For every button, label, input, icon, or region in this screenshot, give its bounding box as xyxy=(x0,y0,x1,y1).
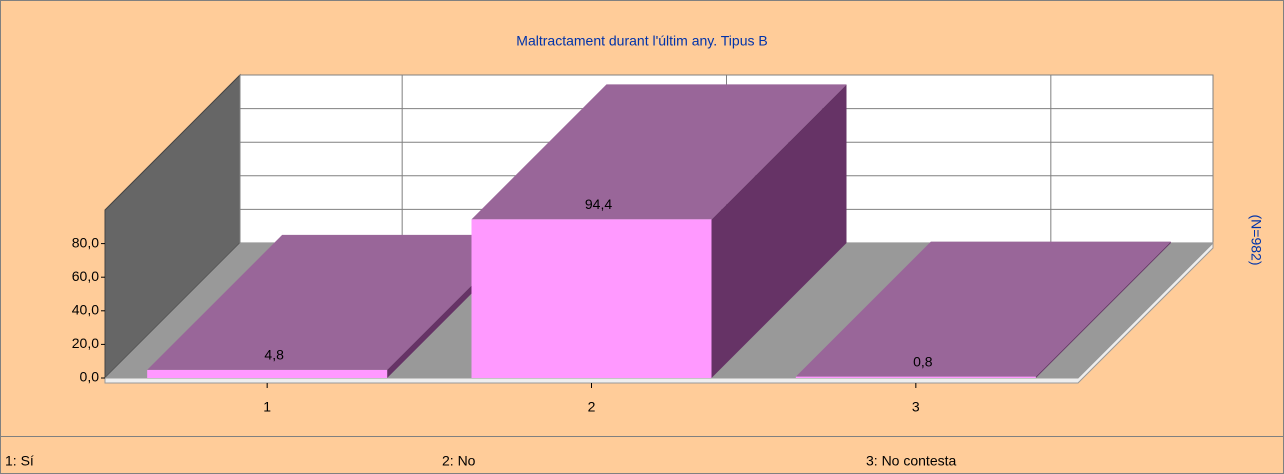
bar xyxy=(471,219,712,378)
y-tick-label: 0,0 xyxy=(80,369,100,385)
x-tick-label: 3 xyxy=(912,399,920,415)
value-label: 0,8 xyxy=(913,353,933,369)
bar-top xyxy=(795,241,1171,377)
bar-top xyxy=(471,84,847,220)
y-tick-label: 20,0 xyxy=(72,335,99,351)
side-label: (N=982) xyxy=(1248,215,1264,266)
chart-title: Maltractament durant l'últim any. Tipus … xyxy=(516,33,767,49)
y-tick-label: 40,0 xyxy=(72,302,99,318)
legend-entry: 1: Sí xyxy=(5,453,34,469)
bar xyxy=(147,369,388,378)
floor-edge xyxy=(104,241,1214,384)
bar-side xyxy=(1035,241,1171,378)
bar-top xyxy=(147,234,523,370)
x-tick-label: 1 xyxy=(263,399,271,415)
legend-entry: 3: No contesta xyxy=(866,453,956,469)
bar xyxy=(795,376,1036,378)
value-label: 94,4 xyxy=(585,196,612,212)
legend-entry: 2: No xyxy=(442,453,476,469)
x-tick-label: 2 xyxy=(588,399,596,415)
value-label: 4,8 xyxy=(264,347,284,363)
y-tick-label: 60,0 xyxy=(72,268,99,284)
bar-side xyxy=(711,84,847,379)
y-tick-label: 80,0 xyxy=(72,234,99,250)
